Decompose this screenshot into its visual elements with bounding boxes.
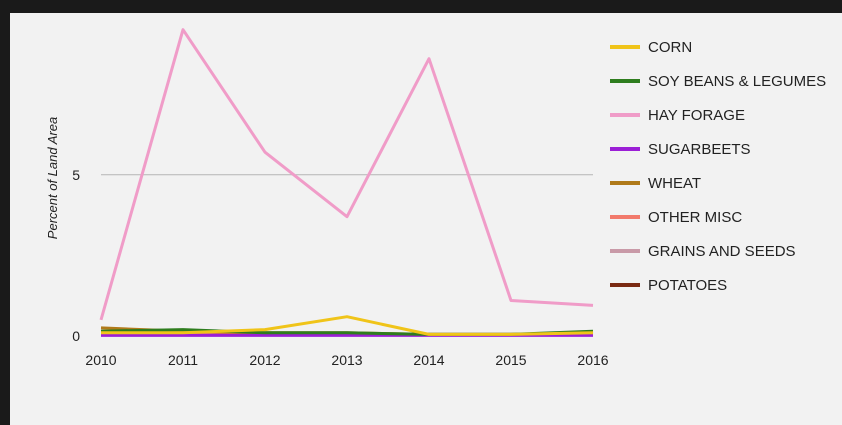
legend-label: GRAINS AND SEEDS <box>648 243 796 260</box>
series-line-corn <box>101 315 594 336</box>
legend-label: CORN <box>648 39 692 56</box>
x-tick-label: 2013 <box>331 352 362 368</box>
legend-label: WHEAT <box>648 175 701 192</box>
legend-label: POTATOES <box>648 277 727 294</box>
y-tick-label: 0 <box>72 328 80 344</box>
y-tick-label: 5 <box>72 167 80 183</box>
x-tick-label: 2010 <box>85 352 116 368</box>
legend-label: HAY FORAGE <box>648 107 745 124</box>
x-tick-label: 2014 <box>413 352 444 368</box>
x-tick-label: 2015 <box>495 352 526 368</box>
legend-label: OTHER MISC <box>648 209 742 226</box>
series-line-hay-forage <box>99 28 594 321</box>
x-tick-label: 2011 <box>168 352 198 368</box>
x-tick-label: 2016 <box>577 352 608 368</box>
x-tick-label: 2012 <box>249 352 280 368</box>
chart-panel <box>10 13 842 425</box>
legend-label: SOY BEANS & LEGUMES <box>648 73 826 90</box>
y-axis-label: Percent of Land Area <box>45 117 60 239</box>
legend-label: SUGARBEETS <box>648 141 751 158</box>
